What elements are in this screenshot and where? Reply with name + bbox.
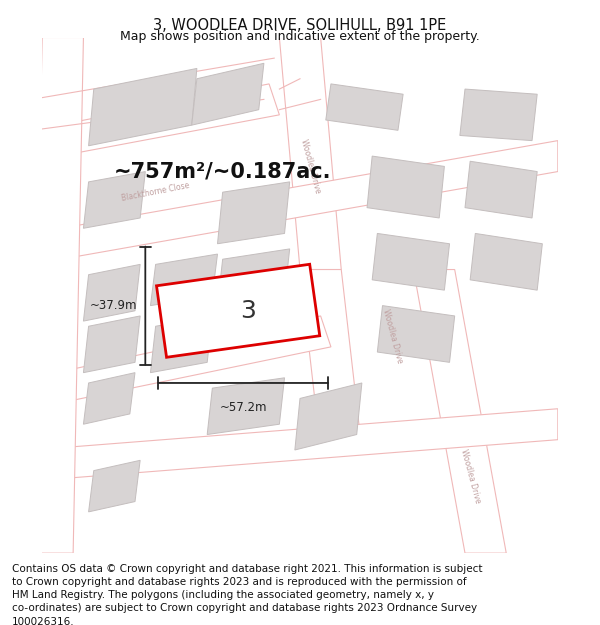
Polygon shape xyxy=(192,63,264,125)
Text: Woodlea Drive: Woodlea Drive xyxy=(381,309,404,364)
Polygon shape xyxy=(413,269,506,553)
Polygon shape xyxy=(372,233,449,290)
Polygon shape xyxy=(280,38,341,269)
Text: ~37.9m: ~37.9m xyxy=(90,299,137,312)
Polygon shape xyxy=(218,249,290,306)
Polygon shape xyxy=(32,316,331,409)
Polygon shape xyxy=(367,156,445,218)
Polygon shape xyxy=(89,68,197,146)
Text: 3, WOODLEA DRIVE, SOLIHULL, B91 1PE: 3, WOODLEA DRIVE, SOLIHULL, B91 1PE xyxy=(154,18,446,32)
Polygon shape xyxy=(326,84,403,130)
Polygon shape xyxy=(460,89,537,141)
Polygon shape xyxy=(207,378,284,434)
Polygon shape xyxy=(151,254,218,306)
Text: 3: 3 xyxy=(241,299,256,322)
Polygon shape xyxy=(470,233,542,290)
Polygon shape xyxy=(151,316,212,372)
Text: Blackthorne Close: Blackthorne Close xyxy=(121,181,190,203)
Text: Contains OS data © Crown copyright and database right 2021. This information is : Contains OS data © Crown copyright and d… xyxy=(12,564,482,625)
Polygon shape xyxy=(377,306,455,362)
Polygon shape xyxy=(157,264,320,358)
Text: Woodlea Drive: Woodlea Drive xyxy=(458,448,482,504)
Polygon shape xyxy=(32,38,83,553)
Text: ~57.2m: ~57.2m xyxy=(220,401,267,414)
Polygon shape xyxy=(32,409,558,481)
Polygon shape xyxy=(83,264,140,321)
Polygon shape xyxy=(218,182,290,244)
Polygon shape xyxy=(83,372,135,424)
Polygon shape xyxy=(32,141,558,264)
Text: ~757m²/~0.187ac.: ~757m²/~0.187ac. xyxy=(114,161,331,181)
Polygon shape xyxy=(89,460,140,512)
Polygon shape xyxy=(32,84,280,161)
Polygon shape xyxy=(300,269,362,450)
Text: Map shows position and indicative extent of the property.: Map shows position and indicative extent… xyxy=(120,30,480,43)
Polygon shape xyxy=(465,161,537,218)
Polygon shape xyxy=(83,171,145,228)
Polygon shape xyxy=(83,316,140,372)
Text: Woodlea Drive: Woodlea Drive xyxy=(299,138,322,194)
Polygon shape xyxy=(295,383,362,450)
